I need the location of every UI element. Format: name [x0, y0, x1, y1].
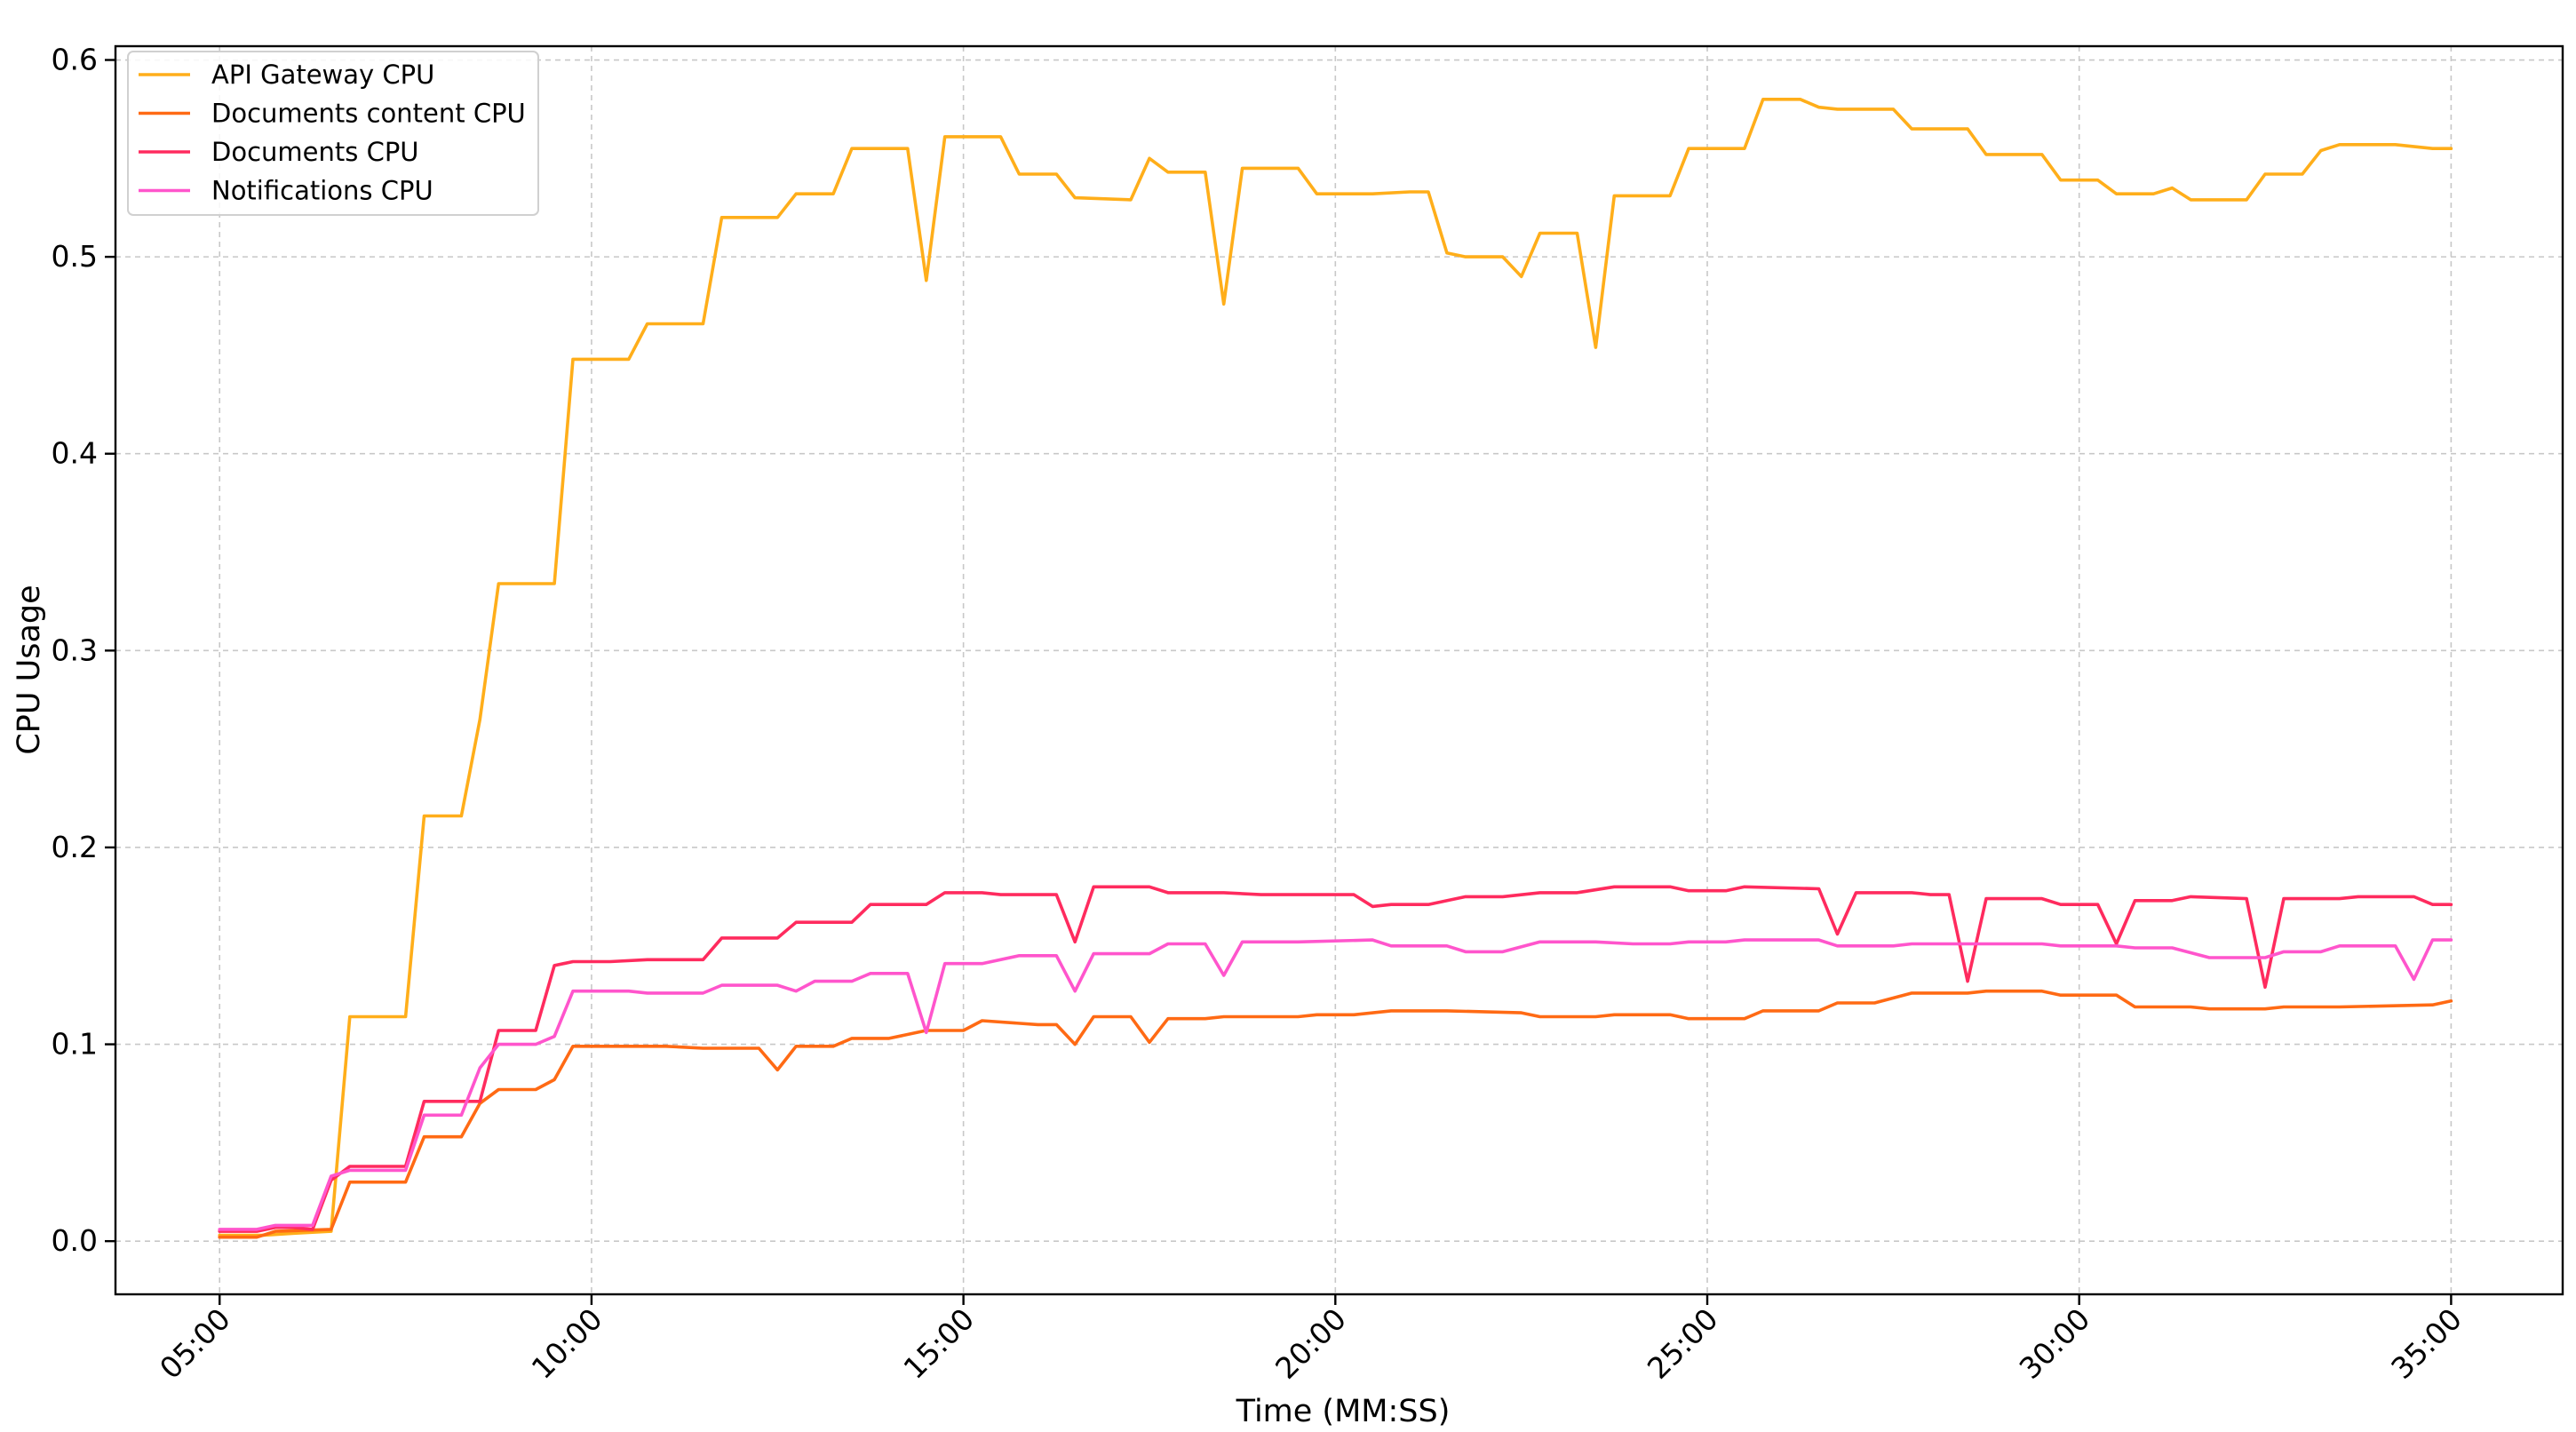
x-tick-label: 20:00	[1268, 1301, 1353, 1386]
axes	[114, 44, 2564, 1296]
y-tick-label: 0.5	[52, 239, 98, 274]
x-tick-label: 05:00	[153, 1301, 237, 1386]
series-lines	[218, 98, 2453, 1239]
grid	[115, 46, 2563, 1294]
y-tick-label: 0.4	[52, 436, 98, 471]
legend-label-documents-content-cpu: Documents content CPU	[211, 99, 526, 129]
x-tick-label: 15:00	[896, 1301, 981, 1386]
y-axis-label: CPU Usage	[12, 585, 47, 754]
legend-label-api-gateway-cpu: API Gateway CPU	[211, 60, 434, 90]
legend-label-documents-cpu: Documents CPU	[211, 137, 419, 167]
x-tick-label: 35:00	[2384, 1301, 2469, 1386]
series-line-api-gateway-cpu	[218, 98, 2453, 1237]
x-ticks: 05:00 10:00 15:00 20:00 25:00 30:00 35:00	[153, 1294, 2469, 1386]
legend-label-notifications-cpu: Notifications CPU	[211, 176, 433, 206]
y-tick-label: 0.6	[52, 43, 98, 77]
series-line-documents-cpu	[218, 885, 2453, 1233]
x-tick-label: 25:00	[1641, 1301, 1725, 1386]
plot-frame	[114, 44, 2564, 1296]
legend: API Gateway CPU Documents content CPU Docu…	[127, 51, 539, 216]
x-axis-label: Time (MM:SS)	[1236, 1394, 1451, 1429]
series-line-notifications-cpu	[218, 938, 2453, 1231]
y-tick-label: 0.0	[52, 1223, 98, 1258]
y-tick-label: 0.2	[52, 830, 98, 864]
y-tick-label: 0.3	[52, 632, 98, 667]
legend-box	[127, 51, 539, 216]
x-tick-label: 30:00	[2013, 1301, 2097, 1386]
x-tick-label: 10:00	[525, 1301, 609, 1386]
y-tick-label: 0.1	[52, 1027, 98, 1062]
series-line-documents-content-cpu	[218, 989, 2453, 1239]
y-ticks: 0.0 0.1 0.2 0.3 0.4 0.5 0.6	[52, 43, 115, 1258]
